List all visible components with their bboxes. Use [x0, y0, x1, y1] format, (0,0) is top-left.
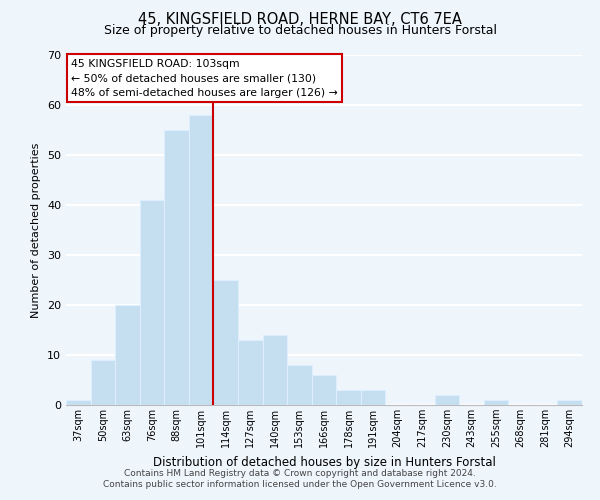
Text: 45, KINGSFIELD ROAD, HERNE BAY, CT6 7EA: 45, KINGSFIELD ROAD, HERNE BAY, CT6 7EA [138, 12, 462, 28]
Bar [557, 400, 582, 405]
Text: 45 KINGSFIELD ROAD: 103sqm
← 50% of detached houses are smaller (130)
48% of sem: 45 KINGSFIELD ROAD: 103sqm ← 50% of deta… [71, 58, 338, 98]
Bar [238, 340, 263, 405]
Y-axis label: Number of detached properties: Number of detached properties [31, 142, 41, 318]
Bar [115, 305, 140, 405]
Text: Contains public sector information licensed under the Open Government Licence v3: Contains public sector information licen… [103, 480, 497, 489]
Bar [484, 400, 508, 405]
Text: Contains HM Land Registry data © Crown copyright and database right 2024.: Contains HM Land Registry data © Crown c… [124, 468, 476, 477]
Bar [66, 400, 91, 405]
Bar [189, 115, 214, 405]
Bar [287, 365, 312, 405]
Bar [214, 280, 238, 405]
Bar [434, 395, 459, 405]
Bar [140, 200, 164, 405]
Bar [361, 390, 385, 405]
Bar [91, 360, 115, 405]
X-axis label: Distribution of detached houses by size in Hunters Forstal: Distribution of detached houses by size … [152, 456, 496, 468]
Text: Size of property relative to detached houses in Hunters Forstal: Size of property relative to detached ho… [104, 24, 497, 37]
Bar [312, 375, 336, 405]
Bar [336, 390, 361, 405]
Bar [164, 130, 189, 405]
Bar [263, 335, 287, 405]
